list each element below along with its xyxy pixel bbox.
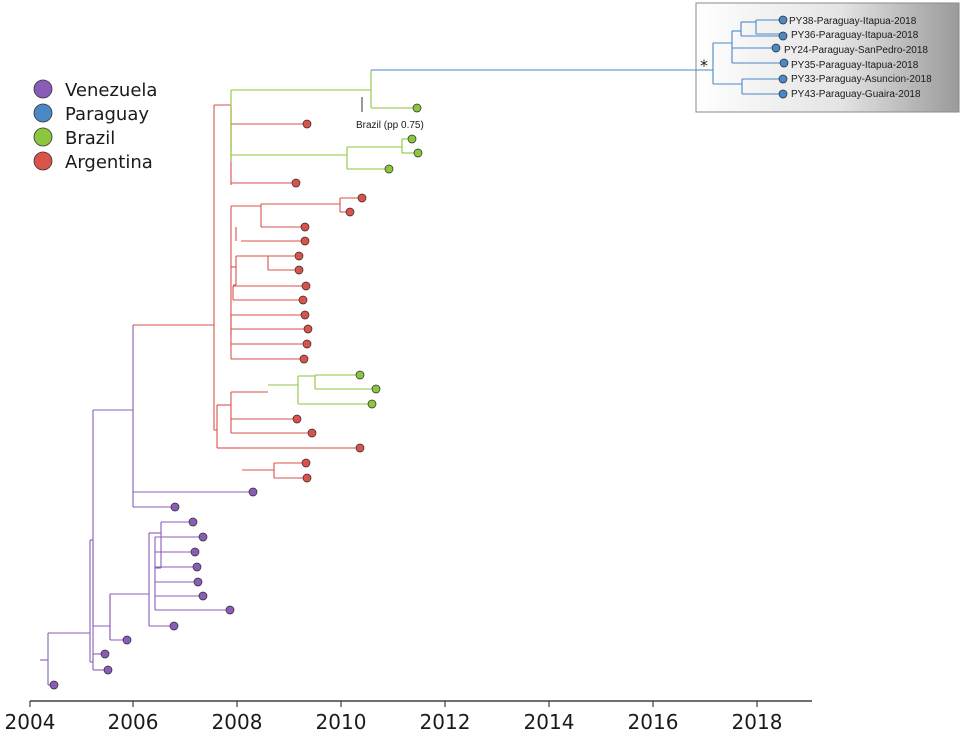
tree-tip-28 bbox=[299, 354, 309, 364]
tree-tip-13 bbox=[170, 502, 180, 512]
tree-tip-36 bbox=[413, 148, 423, 158]
axis-label-2010: 2010 bbox=[316, 710, 367, 734]
tree-tip-42 bbox=[779, 58, 789, 68]
tree-tip-23 bbox=[301, 281, 311, 291]
tree-tip-35 bbox=[407, 134, 417, 144]
tree-tip-16 bbox=[291, 178, 301, 188]
tip-label-py33: PY33-Paraguay-Asuncion-2018 bbox=[791, 74, 932, 85]
tree-tip-19 bbox=[345, 207, 355, 217]
tree-tip-46 bbox=[778, 89, 788, 99]
tree-tip-25 bbox=[300, 310, 310, 320]
tree-tip-33 bbox=[302, 473, 312, 483]
time-axis: 2004 2006 2008 2010 2012 2014 2016 2018 bbox=[5, 700, 812, 734]
tree-tips bbox=[49, 15, 789, 690]
tree-tip-10 bbox=[193, 577, 203, 587]
tree-tip-41 bbox=[771, 43, 781, 53]
significance-star: * bbox=[700, 56, 708, 75]
legend-swatch-venezuela bbox=[33, 79, 53, 99]
tree-branches bbox=[40, 19, 784, 686]
tree-tip-7 bbox=[198, 532, 208, 542]
tree-tip-34 bbox=[384, 164, 394, 174]
axis-label-2008: 2008 bbox=[212, 710, 263, 734]
legend-label-paraguay: Paraguay bbox=[65, 104, 149, 125]
tree-tip-38 bbox=[355, 370, 365, 380]
tree-tip-9 bbox=[192, 562, 202, 572]
legend-swatch-brazil bbox=[33, 127, 53, 147]
tree-tip-29 bbox=[292, 414, 302, 424]
legend-label-argentina: Argentina bbox=[65, 152, 153, 173]
tree-tip-22 bbox=[294, 265, 304, 275]
tree-tip-6 bbox=[188, 517, 198, 527]
legend-swatch-argentina bbox=[33, 151, 53, 171]
paraguay-highlight-box bbox=[695, 2, 960, 113]
tree-tip-27 bbox=[302, 339, 312, 349]
tree-tip-11 bbox=[198, 591, 208, 601]
axis-label-2018: 2018 bbox=[732, 710, 783, 734]
tree-tip-37 bbox=[367, 399, 377, 409]
tree-tip-15 bbox=[302, 119, 312, 129]
tip-label-py35: PY35-Paraguay-Itapua-2018 bbox=[791, 60, 919, 71]
tree-tip-17 bbox=[300, 222, 310, 232]
tree-tip-14 bbox=[248, 487, 258, 497]
tree-tip-31 bbox=[355, 443, 365, 453]
tree-tip-32 bbox=[301, 458, 311, 468]
tree-tip-4 bbox=[122, 635, 132, 645]
tree-tip-24 bbox=[298, 295, 308, 305]
tree-tip-12 bbox=[225, 605, 235, 615]
legend-label-venezuela: Venezuela bbox=[65, 80, 157, 101]
tree-tip-40 bbox=[412, 103, 422, 113]
legend: Venezuela Paraguay Brazil Argentina bbox=[33, 79, 157, 173]
tree-tip-20 bbox=[300, 236, 310, 246]
tree-tip-44 bbox=[778, 15, 788, 25]
axis-label-2014: 2014 bbox=[524, 710, 575, 734]
tree-tip-45 bbox=[778, 74, 788, 84]
tip-label-py24: PY24-Paraguay-SanPedro-2018 bbox=[784, 45, 928, 56]
tree-tip-2 bbox=[100, 649, 110, 659]
axis-label-2004: 2004 bbox=[5, 710, 56, 734]
axis-label-2006: 2006 bbox=[108, 710, 159, 734]
tree-tip-21 bbox=[294, 251, 304, 261]
tree-tip-18 bbox=[357, 193, 367, 203]
axis-label-2012: 2012 bbox=[420, 710, 471, 734]
tree-tip-8 bbox=[190, 547, 200, 557]
legend-swatch-paraguay bbox=[33, 103, 53, 123]
tip-label-py38: PY38-Paraguay-Itapua-2018 bbox=[789, 16, 917, 27]
tree-tip-5 bbox=[169, 621, 179, 631]
legend-label-brazil: Brazil bbox=[65, 128, 115, 149]
paraguay-tip-labels: PY38-Paraguay-Itapua-2018 PY36-Paraguay-… bbox=[784, 16, 932, 100]
brazil-node-label: Brazil (pp 0.75) bbox=[356, 120, 424, 131]
axis-label-2016: 2016 bbox=[628, 710, 679, 734]
tip-label-py43: PY43-Paraguay-Guaira-2018 bbox=[791, 89, 921, 100]
tree-tip-3 bbox=[103, 665, 113, 675]
tree-tip-30 bbox=[307, 428, 317, 438]
tree-tip-43 bbox=[778, 31, 788, 41]
tree-tip-26 bbox=[303, 324, 313, 334]
tree-tip-1 bbox=[49, 680, 59, 690]
tree-tip-39 bbox=[371, 384, 381, 394]
tip-label-py36: PY36-Paraguay-Itapua-2018 bbox=[791, 30, 919, 41]
